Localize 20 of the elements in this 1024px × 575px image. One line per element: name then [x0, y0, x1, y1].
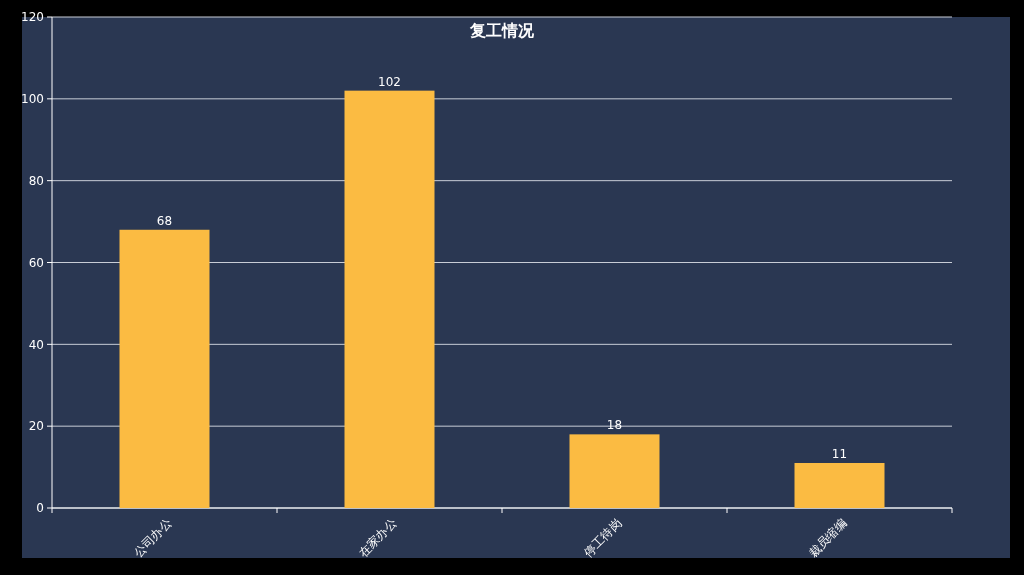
- data-label: 11: [831, 446, 848, 461]
- data-label: 18: [606, 418, 623, 433]
- data-label: 68: [156, 213, 173, 228]
- y-tick-label: 100: [21, 92, 44, 107]
- bar: [569, 434, 660, 508]
- x-tick-label: 公司办公: [130, 516, 175, 560]
- y-tick-label: 40: [28, 337, 44, 352]
- y-tick-label: 20: [28, 419, 44, 434]
- y-tick-label: 0: [36, 501, 44, 516]
- bar: [119, 229, 210, 508]
- data-label: 102: [378, 74, 401, 89]
- bar: [344, 90, 435, 508]
- y-tick-label: 80: [28, 173, 44, 188]
- x-tick-label: 停工待岗: [580, 516, 625, 560]
- x-tick-label: 在家办公: [355, 516, 400, 560]
- bar: [794, 462, 885, 508]
- y-tick-label: 60: [28, 255, 44, 270]
- y-tick-label: 120: [21, 10, 44, 25]
- x-tick-label: 裁员缩编: [805, 516, 850, 560]
- chart-title: 复工情况: [469, 21, 535, 40]
